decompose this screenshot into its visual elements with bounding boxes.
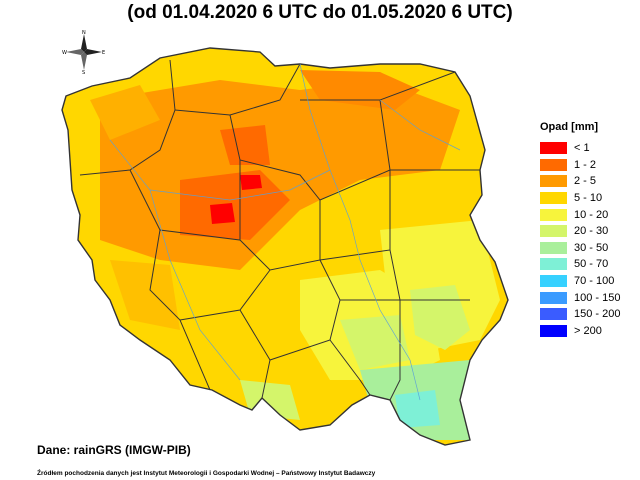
- legend-label: 70 - 100: [574, 275, 615, 288]
- legend-item: 150 - 200: [540, 306, 635, 323]
- legend-label: > 200: [574, 324, 602, 337]
- zone-50-70: [395, 390, 440, 428]
- region-borders: [61, 47, 509, 446]
- legend-swatch: [540, 324, 567, 337]
- legend-swatch: [540, 308, 567, 321]
- legend-swatch: [540, 158, 567, 171]
- legend-swatch: [540, 175, 567, 188]
- legend-label: 20 - 30: [574, 225, 609, 238]
- compass-s: S: [82, 70, 85, 74]
- legend-label: 1 - 2: [574, 158, 597, 171]
- compass-rose-icon: N S W E: [62, 30, 105, 74]
- legend-item: 100 - 150: [540, 289, 635, 306]
- zone-1-2-center: [220, 125, 270, 165]
- map-title: (od 01.04.2020 6 UTC do 01.05.2020 6 UTC…: [127, 2, 513, 23]
- legend-swatch: [540, 275, 567, 288]
- legend-item: 50 - 70: [540, 256, 635, 273]
- legend: Opad [mm] < 1 1 - 2 2 - 5 5 - 10 10 - 20 20 -…: [540, 121, 635, 339]
- legend-item: 5 - 10: [540, 190, 635, 207]
- data-source: Dane: rainGRS (IMGW-PIB): [37, 443, 191, 457]
- compass-e: E: [102, 50, 105, 56]
- zone-1-2-west: [180, 170, 290, 240]
- legend-swatch: [540, 225, 567, 238]
- legend-swatch: [540, 142, 567, 155]
- legend-label: 10 - 20: [574, 208, 609, 221]
- legend-swatch: [540, 192, 567, 205]
- footer-note: Źródłem pochodzenia danych jest Instytut…: [37, 470, 376, 477]
- legend-item: < 1: [540, 140, 635, 157]
- legend-item: 20 - 30: [540, 223, 635, 240]
- legend-item: 10 - 20: [540, 206, 635, 223]
- legend-swatch: [540, 208, 567, 221]
- legend-swatch: [540, 258, 567, 271]
- zone-2-5-pomerania: [90, 85, 160, 140]
- legend-item: 1 - 2: [540, 157, 635, 174]
- legend-label: 30 - 50: [574, 241, 609, 254]
- legend-swatch: [540, 241, 567, 254]
- zone-lt1-small: [240, 175, 262, 190]
- legend-title: Opad [mm]: [540, 121, 599, 133]
- legend-item: 2 - 5: [540, 173, 635, 190]
- rivers: [109, 63, 461, 401]
- legend-item: 30 - 50: [540, 240, 635, 257]
- zone-5-10-west: [110, 260, 180, 330]
- legend-label: < 1: [574, 142, 590, 155]
- legend-label: 150 - 200: [574, 308, 621, 321]
- legend-label: 100 - 150: [574, 291, 621, 304]
- legend-swatch: [540, 291, 567, 304]
- zone-20-30-east: [410, 285, 470, 350]
- legend-item: > 200: [540, 323, 635, 340]
- compass-n: N: [82, 30, 86, 36]
- compass-w: W: [62, 50, 67, 56]
- legend-label: 50 - 70: [574, 258, 609, 271]
- legend-label: 5 - 10: [574, 192, 603, 205]
- zone-lt1: [210, 203, 235, 224]
- legend-label: 2 - 5: [574, 175, 597, 188]
- legend-item: 70 - 100: [540, 273, 635, 290]
- zone-20-30-south: [340, 315, 410, 370]
